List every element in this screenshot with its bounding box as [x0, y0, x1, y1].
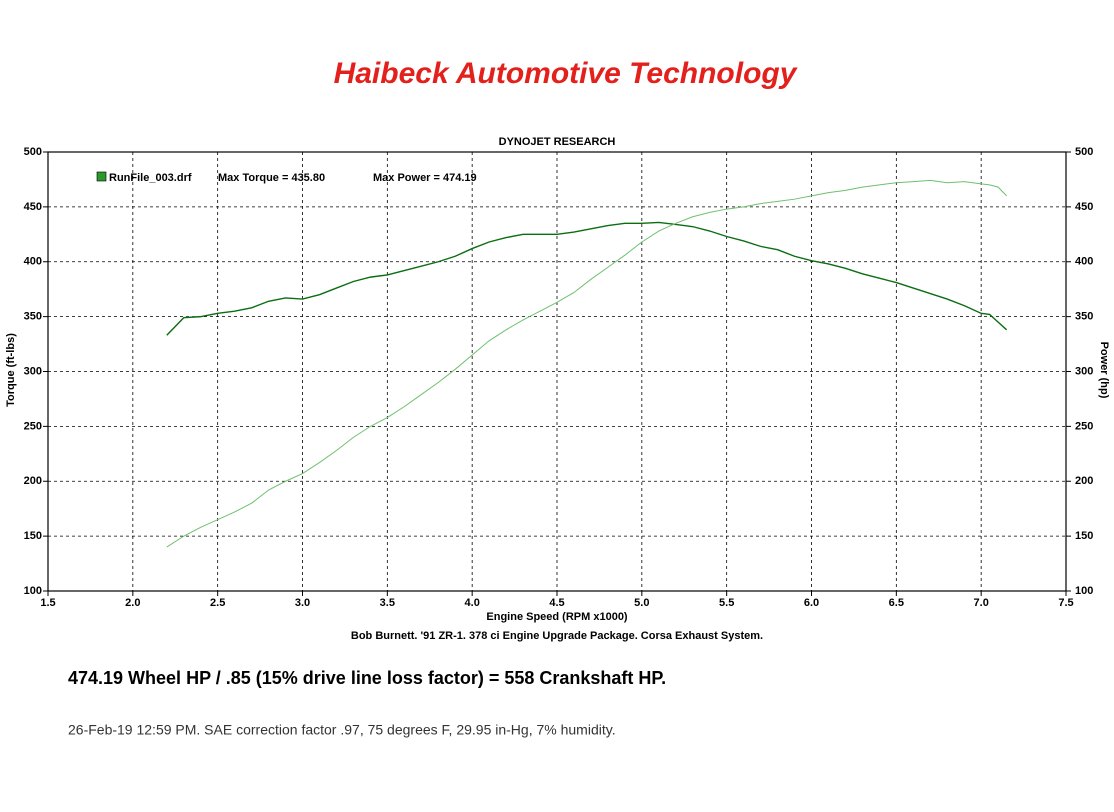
y2-axis-label: Power (hp)	[1098, 342, 1110, 399]
y2-tick-label: 200	[1075, 475, 1093, 487]
page-title: Haibeck Automotive Technology	[334, 57, 798, 90]
x-tick-label: 2.0	[125, 597, 140, 609]
chart-title: DYNOJET RESEARCH	[499, 136, 616, 148]
x-tick-label: 3.0	[295, 597, 310, 609]
x-tick-label: 1.5	[40, 597, 55, 609]
x-tick-label: 7.0	[974, 597, 989, 609]
x-tick-label: 6.0	[804, 597, 819, 609]
y-tick-label: 100	[24, 585, 42, 597]
y2-tick-label: 150	[1075, 530, 1093, 542]
x-tick-label: 7.5	[1058, 597, 1073, 609]
x-tick-label: 6.5	[889, 597, 904, 609]
x-tick-label: 2.5	[210, 597, 225, 609]
y-tick-label: 500	[24, 146, 42, 158]
data-line	[166, 221, 1008, 336]
legend-swatch	[96, 171, 107, 182]
y2-tick-label: 100	[1075, 585, 1093, 597]
y-tick-label: 400	[24, 256, 42, 268]
caption: Bob Burnett. '91 ZR-1. 378 ci Engine Upg…	[351, 630, 763, 642]
x-tick-label: 5.5	[719, 597, 734, 609]
y-tick-label: 150	[24, 530, 42, 542]
y2-tick-label: 450	[1075, 201, 1093, 213]
y-tick-label: 350	[24, 311, 42, 323]
y2-tick-label: 300	[1075, 365, 1093, 377]
y2-tick-label: 400	[1075, 256, 1093, 268]
y-tick-label: 450	[24, 201, 42, 213]
x-tick-label: 4.0	[465, 597, 480, 609]
note: 474.19 Wheel HP / .85 (15% drive line lo…	[68, 668, 666, 688]
y-tick-label: 300	[24, 365, 42, 377]
data-line	[166, 179, 1007, 548]
annotation: Max Torque = 435.80	[218, 172, 325, 184]
y2-tick-label: 250	[1075, 420, 1093, 432]
legend-label: RunFile_003.drf	[109, 172, 192, 184]
y2-tick-label: 500	[1075, 146, 1093, 158]
x-axis-label: Engine Speed (RPM x1000)	[486, 611, 628, 623]
y2-tick-label: 350	[1075, 311, 1093, 323]
annotation: Max Power = 474.19	[373, 172, 477, 184]
y-axis-label: Torque (ft-lbs)	[5, 333, 17, 407]
x-tick-label: 3.5	[380, 597, 395, 609]
note: 26-Feb-19 12:59 PM. SAE correction facto…	[68, 722, 616, 738]
x-tick-label: 5.0	[634, 597, 649, 609]
y-tick-label: 250	[24, 420, 42, 432]
y-tick-label: 200	[24, 475, 42, 487]
x-tick-label: 4.5	[549, 597, 564, 609]
